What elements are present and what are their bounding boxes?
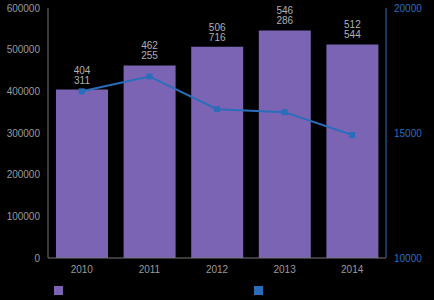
svg-text:0: 0 — [34, 253, 40, 264]
svg-text:100000: 100000 — [8, 211, 40, 222]
svg-text:300000: 300000 — [8, 128, 40, 139]
svg-text:2014: 2014 — [341, 264, 364, 275]
svg-text:10000: 10000 — [394, 253, 422, 264]
svg-text:15000: 15000 — [394, 128, 422, 139]
svg-text:400000: 400000 — [8, 86, 40, 97]
svg-text:2013: 2013 — [273, 264, 296, 275]
svg-text:546286: 546286 — [276, 5, 293, 26]
svg-text:2010: 2010 — [71, 264, 94, 275]
svg-text:500000: 500000 — [8, 44, 40, 55]
svg-text:20000: 20000 — [394, 3, 422, 14]
svg-text:404311: 404311 — [74, 65, 91, 86]
svg-text:200000: 200000 — [8, 169, 40, 180]
svg-text:600000: 600000 — [8, 3, 40, 14]
svg-text:462255: 462255 — [141, 40, 158, 61]
svg-text:512544: 512544 — [344, 19, 361, 40]
svg-text:2011: 2011 — [139, 264, 161, 275]
svg-text:2012: 2012 — [206, 264, 229, 275]
svg-text:506716: 506716 — [209, 22, 226, 43]
